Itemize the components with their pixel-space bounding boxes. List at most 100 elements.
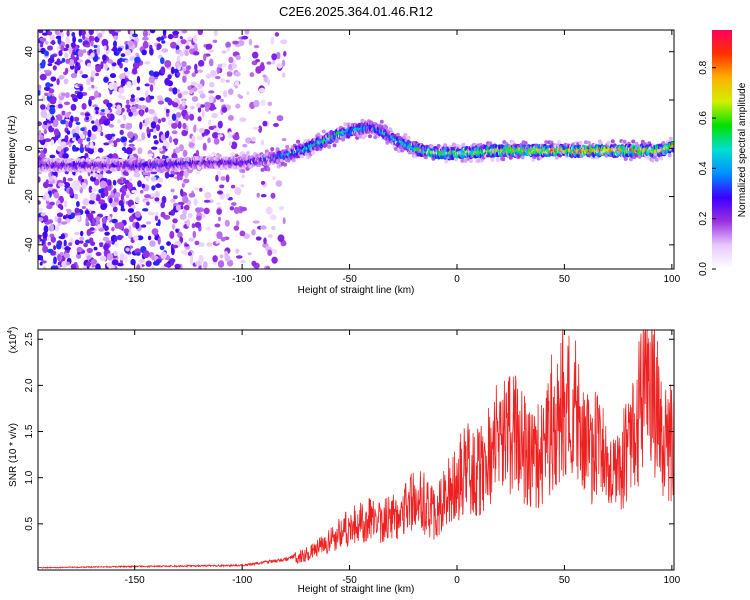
heatmap-cell [583,140,588,145]
heatmap-cell [236,220,240,227]
x-tick-label: -150 [125,575,145,586]
heatmap-cell [151,265,155,269]
heatmap-cell [142,30,148,38]
heatmap-cell [91,120,95,124]
heatmap-cell [263,237,267,245]
heatmap-cell [65,58,71,64]
heatmap-cell [192,51,200,56]
heatmap-cell [226,47,231,52]
heatmap-cell [108,82,114,91]
heatmap-cell [82,198,90,206]
heatmap-cell [91,125,98,132]
heatmap-cell [208,199,214,204]
heatmap-cell [149,128,155,132]
heatmap-cell [623,157,628,161]
heatmap-cell [217,170,221,176]
heatmap-cell [252,51,259,59]
heatmap-cell [236,255,243,259]
x-tick-label: 50 [559,274,571,285]
heatmap-cell [101,30,105,34]
heatmap-cell [106,253,114,261]
heatmap-cell [128,111,133,117]
heatmap-cell [160,134,166,142]
heatmap-cell [62,153,69,159]
heatmap-cell [40,212,46,217]
colorbar-ticks: 0.00.20.40.60.8 [698,60,716,276]
heatmap-cell [181,183,185,188]
heatmap-cell [180,39,187,45]
heatmap-cell [49,104,56,109]
heatmap-cell [161,48,169,53]
heatmap-cell [61,260,68,268]
heatmap-cell [49,98,57,105]
colorbar-tick-label: 0.2 [698,211,709,225]
heatmap-cell [104,231,110,236]
heatmap-cell [119,129,124,136]
heatmap-cell [111,218,118,224]
heatmap-cell [488,141,493,146]
heatmap-cell [38,129,42,138]
heatmap-cell [54,225,60,232]
heatmap-cell [230,184,236,189]
heatmap-cell [191,135,196,143]
heatmap-cell [150,176,157,182]
heatmap-cell [113,202,119,206]
heatmap-cell [191,96,199,102]
heatmap-cell [197,30,203,36]
heatmap-cell [98,118,105,125]
heatmap-cell [631,139,636,144]
heatmap-cell [221,62,227,68]
heatmap-cell [95,30,99,34]
heatmap-cell [187,36,193,41]
heatmap-cell [117,119,121,124]
heatmap-cell [86,229,92,236]
colorbar-tick-label: 0.6 [698,111,709,125]
heatmap-cell [270,192,276,199]
heatmap-cell [145,260,152,267]
heatmap-cell [557,140,561,145]
heatmap-cell [126,99,130,105]
heatmap-cell [90,52,95,58]
heatmap-cell [213,30,218,36]
heatmap-cell [112,45,118,53]
heatmap-cell [262,74,267,78]
heatmap-cell [38,176,41,183]
heatmap-cell [251,260,257,267]
heatmap-cell [208,95,214,103]
heatmap-cell [111,226,115,232]
heatmap-cell [41,239,45,245]
heatmap-cell [174,263,181,269]
heatmap-cell [130,205,136,210]
heatmap-cell [183,204,190,211]
heatmap-cell [94,36,100,43]
heatmap-cell [133,235,139,242]
heatmap-cell [149,84,154,92]
heatmap-cell [57,37,62,45]
snr-x-ticks: -150 -100 -50 0 50 100 [125,330,681,586]
heatmap-cell [341,137,346,142]
heatmap-cell [239,230,246,237]
heatmap-cell [176,72,181,77]
heatmap-cell [66,208,72,212]
heatmap-cell [161,40,166,44]
heatmap-cell [150,30,156,34]
heatmap-cell [296,139,300,144]
heatmap-cell [42,245,49,254]
heatmap-cell [629,157,633,162]
heatmap-cell [650,158,655,163]
heatmap-cell [92,171,96,178]
heatmap-cell [332,143,337,148]
heatmap-cell [56,114,63,121]
heatmap-cell [143,40,149,49]
heatmap-cell [270,36,275,45]
heatmap-cell [260,225,267,230]
heatmap-cell [142,171,149,176]
heatmap-cell [358,134,363,139]
heatmap-cell [78,38,83,43]
heatmap-cell [83,242,88,248]
heatmap-cell [189,256,194,265]
heatmap-cell [124,255,128,263]
heatmap-cell [182,149,188,157]
heatmap-cell [94,216,101,222]
